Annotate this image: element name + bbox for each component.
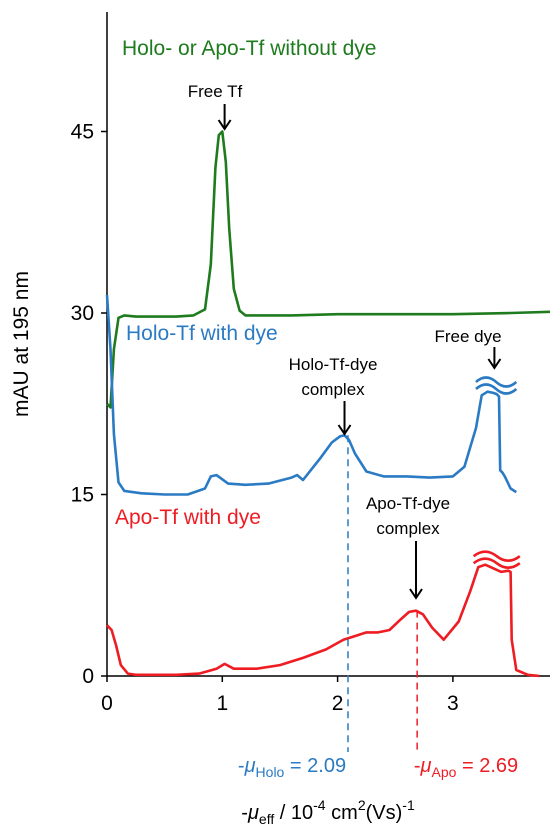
axis-break-apo [472,557,521,570]
x-axis-label: -μeff / 10-4 cm2(Vs)-1 [241,797,415,827]
annotation-holo-complex-line1: Holo-Tf-dye [289,355,378,374]
y-axis-label: mAU at 195 nm [10,271,33,417]
y-tick-label: 15 [71,484,94,507]
series-label-holo-apo-no-dye: Holo- or Apo-Tf without dye [122,37,376,60]
holo-mobility-label: -μHolo = 2.09 [238,755,346,780]
arrow-free-dye-head [487,358,502,370]
x-tick-label: 1 [216,692,228,715]
annotation-apo-complex-line2: complex [376,519,440,538]
arrow-apo-complex-head [409,588,423,600]
x-tick-label: 2 [332,692,344,715]
annotation-free-dye: Free dye [434,327,501,346]
annotation-free-tf: Free Tf [188,82,243,101]
y-tick-label: 30 [71,302,94,325]
apo-mobility-label: -μApo = 2.69 [414,755,518,780]
x-tick-label: 3 [447,692,459,715]
series-line-apo-with-dye [106,563,540,678]
series-label-holo-with-dye: Holo-Tf with dye [126,322,278,345]
arrow-holo-complex-head [337,424,352,436]
y-tick-label: 45 [71,121,94,144]
axis-break-apo [472,550,521,563]
axis-break-holo [475,376,518,388]
annotation-apo-complex-line1: Apo-Tf-dye [366,494,450,513]
arrow-free-tf-head [217,119,232,131]
y-tick-label: 0 [82,665,94,688]
axis-break-holo [475,383,518,395]
series-line-holo-with-dye [105,294,517,496]
x-tick-label: 0 [101,692,113,715]
annotation-holo-complex-line2: complex [301,380,365,399]
series-line-holo-apo-no-dye [106,130,550,409]
series-label-apo-with-dye: Apo-Tf with dye [115,506,261,529]
